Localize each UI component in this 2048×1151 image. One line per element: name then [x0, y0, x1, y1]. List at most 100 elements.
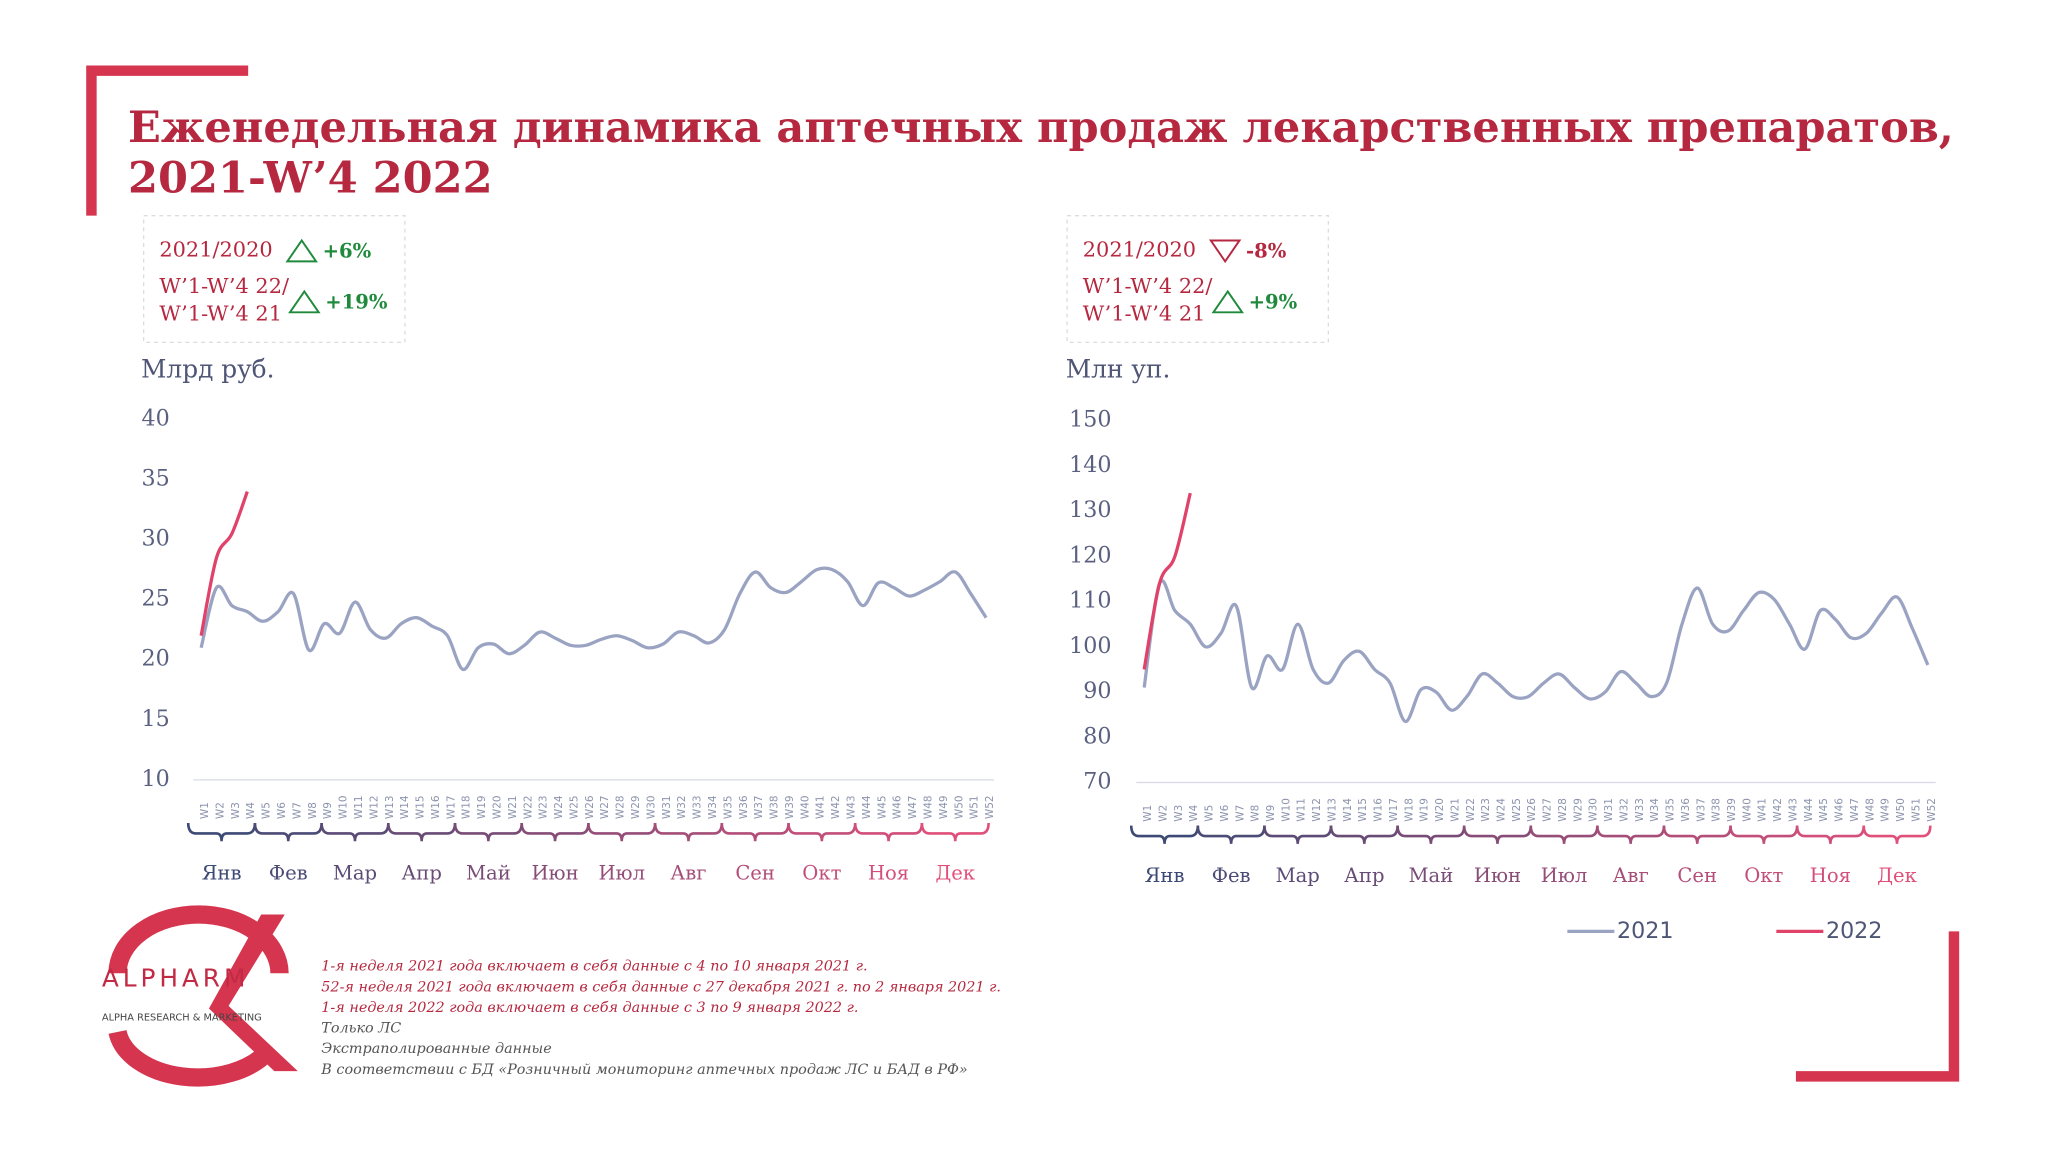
legend-label: 2022 — [1826, 918, 1882, 944]
x-tick-label: W2 — [214, 802, 226, 819]
x-tick-label: W5 — [261, 802, 273, 819]
x-tick-label: W34 — [707, 795, 719, 819]
month-label: Авг — [670, 861, 706, 884]
legend-label: 2021 — [1617, 918, 1673, 944]
month-bracket — [453, 822, 524, 842]
x-tick-label: W28 — [615, 795, 627, 819]
month-label: Янв — [1145, 864, 1185, 887]
month-label: Ноя — [1810, 864, 1851, 887]
month-label: Июл — [598, 861, 645, 884]
x-tick-label: W47 — [1849, 798, 1861, 822]
kpi-label: 2021/2020 — [1083, 237, 1196, 261]
x-tick-label: W12 — [368, 795, 380, 819]
y-tick-label: 30 — [142, 526, 170, 552]
x-tick-label: W8 — [1250, 805, 1262, 822]
x-tick-label: W45 — [1818, 798, 1830, 822]
x-tick-label: W34 — [1649, 798, 1661, 822]
y-tick-label: 10 — [142, 766, 170, 792]
month-label: Май — [466, 861, 511, 884]
y-axis-label: Млрд руб. — [141, 355, 274, 384]
x-tick-label: W29 — [630, 795, 642, 819]
x-tick-label: W27 — [599, 795, 611, 819]
x-tick-label: W19 — [476, 795, 488, 819]
month-label: Янв — [202, 861, 242, 884]
y-tick-label: 100 — [1069, 633, 1111, 659]
x-tick-label: W32 — [1618, 798, 1630, 822]
title: Еженедельная динамика аптечных продаж ле… — [128, 103, 1954, 153]
x-tick-label: W33 — [692, 795, 704, 819]
x-tick-label: W42 — [830, 795, 842, 819]
month-bracket — [1263, 825, 1333, 844]
month-label: Апр — [401, 861, 441, 884]
month-bracket — [1662, 825, 1732, 844]
series-line — [1142, 579, 1930, 724]
x-tick-label: W51 — [1910, 798, 1922, 822]
month-bracket — [520, 822, 590, 842]
x-tick-label: W8 — [307, 802, 319, 819]
x-tick-label: W17 — [445, 795, 457, 819]
x-tick-label: W49 — [1880, 798, 1892, 822]
month-label: Дек — [935, 861, 975, 884]
x-tick-label: W24 — [553, 795, 565, 819]
x-tick-label: W42 — [1772, 798, 1784, 822]
x-tick-label: W23 — [1480, 798, 1492, 822]
x-tick-label: W43 — [1787, 798, 1799, 822]
x-tick-label: W9 — [1265, 805, 1277, 822]
x-tick-label: W13 — [1326, 798, 1338, 822]
month-label: Сен — [1677, 864, 1717, 887]
x-tick-label: W44 — [861, 795, 873, 819]
x-tick-label: W10 — [338, 795, 350, 819]
logo-k — [208, 914, 298, 1072]
month-bracket — [1729, 825, 1799, 844]
x-tick-label: W6 — [276, 802, 288, 819]
x-tick-label: W39 — [1726, 798, 1738, 822]
x-tick-label: W48 — [1864, 798, 1876, 822]
x-tick-label: W4 — [1188, 804, 1200, 821]
x-tick-label: W22 — [1465, 798, 1477, 822]
x-tick-label: W29 — [1572, 798, 1584, 822]
x-tick-label: W26 — [1526, 798, 1538, 822]
month-label: Мар — [333, 861, 377, 884]
x-tick-label: W22 — [522, 795, 534, 819]
logo-name: ALPHARM — [102, 964, 249, 993]
month-bracket — [1529, 825, 1599, 844]
kpi-value: +9% — [1249, 291, 1298, 314]
kpi-value: -8% — [1246, 240, 1287, 263]
x-tick-label: W25 — [568, 795, 580, 819]
x-tick-label: W32 — [676, 795, 688, 819]
y-tick-label: 150 — [1069, 407, 1111, 433]
y-tick-label: 70 — [1083, 769, 1111, 795]
x-tick-label: W18 — [1403, 798, 1415, 822]
y-tick-label: 110 — [1069, 588, 1111, 614]
x-tick-label: W27 — [1542, 798, 1554, 822]
y-axis-label: Млн уп. — [1066, 355, 1171, 384]
y-tick-label: 140 — [1069, 452, 1111, 478]
y-tick-label: 40 — [142, 405, 170, 431]
month-bracket — [1196, 825, 1266, 844]
month-bracket — [1462, 825, 1533, 844]
x-tick-label: W4 — [245, 802, 257, 819]
month-bracket — [1396, 825, 1466, 844]
month-label: Фев — [269, 861, 308, 884]
x-tick-label: W46 — [892, 795, 904, 819]
x-tick-label: W11 — [353, 795, 365, 819]
x-tick-label: W37 — [1695, 798, 1707, 822]
month-bracket — [653, 822, 724, 842]
x-tick-label: W20 — [1434, 798, 1446, 822]
x-tick-label: W1 — [1142, 805, 1154, 822]
x-tick-label: W13 — [384, 795, 396, 819]
x-tick-label: W52 — [1926, 798, 1938, 822]
month-label: Фев — [1212, 864, 1251, 887]
logo-arc — [108, 1029, 275, 1087]
x-tick-label: W21 — [507, 795, 519, 819]
x-tick-label: W38 — [1711, 798, 1723, 822]
x-tick-label: W37 — [753, 795, 765, 819]
x-tick-label: W30 — [645, 795, 657, 819]
kpi-label: W’1-W’4 21 — [159, 301, 282, 325]
x-tick-label: W52 — [984, 795, 996, 819]
kpi-triangle — [1211, 289, 1244, 314]
x-tick-label: W7 — [1234, 805, 1246, 822]
x-tick-label: W12 — [1311, 798, 1323, 822]
series-line — [199, 490, 249, 637]
